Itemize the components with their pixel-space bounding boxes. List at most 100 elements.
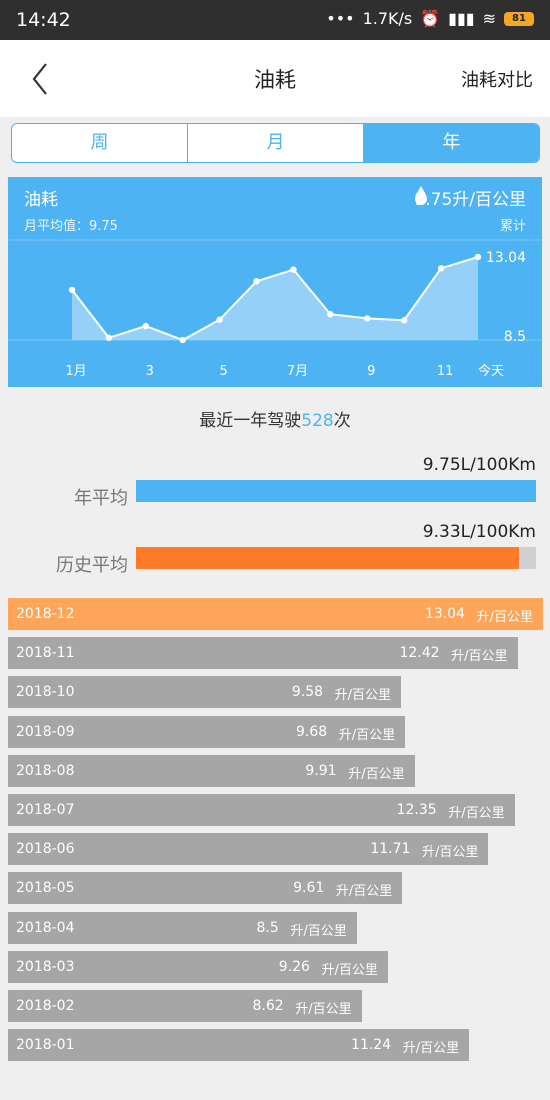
droplet-icon xyxy=(415,186,428,205)
chart-point xyxy=(327,311,334,318)
chart-point xyxy=(437,265,445,272)
monthly-row[interactable]: 2018-02 8.62 升/百公里 xyxy=(8,990,362,1022)
monthly-row[interactable]: 2018-01 11.24 升/百公里 xyxy=(8,1029,470,1062)
chart-x-tick-label: 11 xyxy=(437,364,454,379)
monthly-row-value: 9.26 xyxy=(278,958,310,975)
chart-area xyxy=(72,257,478,340)
tab-week[interactable]: 周 xyxy=(12,124,188,162)
monthly-row-unit: 升/百公里 xyxy=(321,962,378,978)
monthly-row-value: 9.91 xyxy=(305,762,337,779)
monthly-row[interactable]: 2018-06 11.71 升/百公里 xyxy=(8,833,489,866)
monthly-row-unit: 升/百公里 xyxy=(448,806,505,821)
chart-series-line xyxy=(71,256,479,342)
monthly-row-value: 9.68 xyxy=(295,723,328,740)
monthly-row[interactable]: 2018-08 9.91 升/百公里 xyxy=(8,754,415,787)
monthly-row-month: 2018-04 xyxy=(16,919,75,936)
monthly-row[interactable]: 2018-04 8.5 升/百公里 xyxy=(8,911,357,944)
page-title: 油耗 xyxy=(254,68,296,92)
alarm-icon: ⏰ xyxy=(420,9,441,28)
cumulative-label: 累计 xyxy=(499,219,526,234)
tab-month[interactable]: 月 xyxy=(188,124,364,162)
monthly-row-month: 2018-05 xyxy=(16,880,75,897)
fuel-chart-card: 13.04 8.5 1月 3 5 7月 9 11 今天 油耗 月平均值：9.75 9.75升/百… xyxy=(8,177,542,387)
tab-year[interactable]: 年 xyxy=(364,124,539,162)
monthly-row-unit: 升/百公里 xyxy=(295,1002,352,1017)
period-tabs: 周 月 年 xyxy=(11,123,540,163)
monthly-row[interactable]: 2018-05 9.61 升/百公里 xyxy=(8,872,403,905)
wifi-icon: ≋ xyxy=(482,9,496,28)
chart-point xyxy=(179,336,186,344)
monthly-row-value: 9.61 xyxy=(293,880,325,897)
monthly-row-value: 12.42 xyxy=(399,645,440,662)
monthly-row-unit: 升/百公里 xyxy=(476,610,533,625)
monthly-row-month: 2018-10 xyxy=(16,684,75,701)
monthly-average: 月平均值：9.75 xyxy=(24,219,118,234)
monthly-row-month: 2018-06 xyxy=(16,841,75,858)
monthly-row-month: 2018-07 xyxy=(16,802,75,818)
back-button[interactable] xyxy=(30,62,60,96)
monthly-row-month: 2018-09 xyxy=(16,723,75,740)
monthly-row[interactable]: 2018-10 9.58 升/百公里 xyxy=(8,676,402,709)
chart-point xyxy=(400,317,408,324)
monthly-row-value: 13.04 xyxy=(424,606,465,622)
signal-icon: ▮▮▮ xyxy=(448,9,475,28)
total-value: 9.75升/百公里 xyxy=(414,190,526,210)
chart-y-tick-label: 13.04 xyxy=(486,250,526,266)
status-dots: ••• xyxy=(326,9,355,28)
monthly-row-unit: 升/百公里 xyxy=(348,766,405,782)
chart-y-tick-label: 8.5 xyxy=(504,329,526,345)
monthly-row[interactable]: 2018-03 9.26 升/百公里 xyxy=(8,950,388,983)
chart-point xyxy=(364,315,371,322)
status-time: 14:42 xyxy=(16,9,71,31)
chart-point xyxy=(253,278,260,285)
chart-x-tick-label: 9 xyxy=(367,364,375,379)
chart-x-tick-label: 1月 xyxy=(65,364,86,379)
monthly-row[interactable]: 2018-11 12.42 升/百公里 xyxy=(8,637,518,670)
status-icons: ••• 1.7K/s ⏰ ▮▮▮ ≋ 81 xyxy=(326,9,534,28)
chart-point xyxy=(68,286,76,294)
monthly-row-unit: 升/百公里 xyxy=(422,845,479,861)
drive-count: 最近一年驾驶528次 xyxy=(0,406,550,431)
chart-x-tick-label: 7月 xyxy=(287,364,308,379)
chart-x-tick-label: 今天 xyxy=(478,363,504,379)
monthly-row-value: 12.35 xyxy=(396,802,437,818)
network-speed: 1.7K/s xyxy=(362,9,413,28)
monthly-row-month: 2018-11 xyxy=(16,645,75,662)
fuel-compare-button[interactable]: 油耗对比 xyxy=(461,70,533,91)
monthly-row-unit: 升/百公里 xyxy=(335,884,393,900)
chart-point xyxy=(105,334,113,342)
battery-icon: 81 xyxy=(504,11,534,26)
year-average-bar xyxy=(136,480,536,502)
history-average-value: 9.33L/100Km xyxy=(422,522,536,542)
monthly-row-value: 9.58 xyxy=(291,684,324,701)
chart-x-tick-label: 3 xyxy=(146,364,154,379)
back-arrow-icon xyxy=(32,63,47,95)
monthly-row[interactable]: 2018-12 13.04 升/百公里 xyxy=(8,598,543,630)
total-consumption: 9.75升/百公里 xyxy=(414,185,526,210)
monthly-row-month: 2018-02 xyxy=(16,998,75,1014)
history-average-track xyxy=(136,547,536,569)
monthly-row-unit: 升/百公里 xyxy=(402,1041,460,1057)
status-bar: 14:42 ••• 1.7K/s ⏰ ▮▮▮ ≋ 81 xyxy=(0,0,550,40)
monthly-row-month: 2018-01 xyxy=(16,1037,75,1054)
drive-count-suffix: 次 xyxy=(333,411,351,431)
chart-x-tick-label: 5 xyxy=(219,364,227,379)
chart-title: 油耗 xyxy=(24,190,58,210)
history-average-bar xyxy=(136,547,519,569)
fuel-chart: 13.04 8.5 1月 3 5 7月 9 11 今天 xyxy=(8,239,542,379)
monthly-row-unit: 升/百公里 xyxy=(451,649,508,665)
monthly-row-unit: 升/百公里 xyxy=(334,688,392,704)
year-average-track xyxy=(136,480,536,502)
chart-point xyxy=(474,253,482,261)
chart-point xyxy=(290,266,297,273)
monthly-row[interactable]: 2018-07 12.35 升/百公里 xyxy=(8,794,515,826)
monthly-row-unit: 升/百公里 xyxy=(338,727,396,743)
monthly-row[interactable]: 2018-09 9.68 升/百公里 xyxy=(8,715,406,748)
monthly-row-month: 2018-03 xyxy=(16,958,75,975)
drive-count-number: 528 xyxy=(301,411,334,431)
monthly-row-value: 8.62 xyxy=(252,998,284,1014)
drive-count-prefix: 最近一年驾驶 xyxy=(199,411,302,431)
chart-point xyxy=(216,316,223,323)
monthly-row-unit: 升/百公里 xyxy=(290,923,347,939)
monthly-row-value: 11.24 xyxy=(351,1037,392,1054)
